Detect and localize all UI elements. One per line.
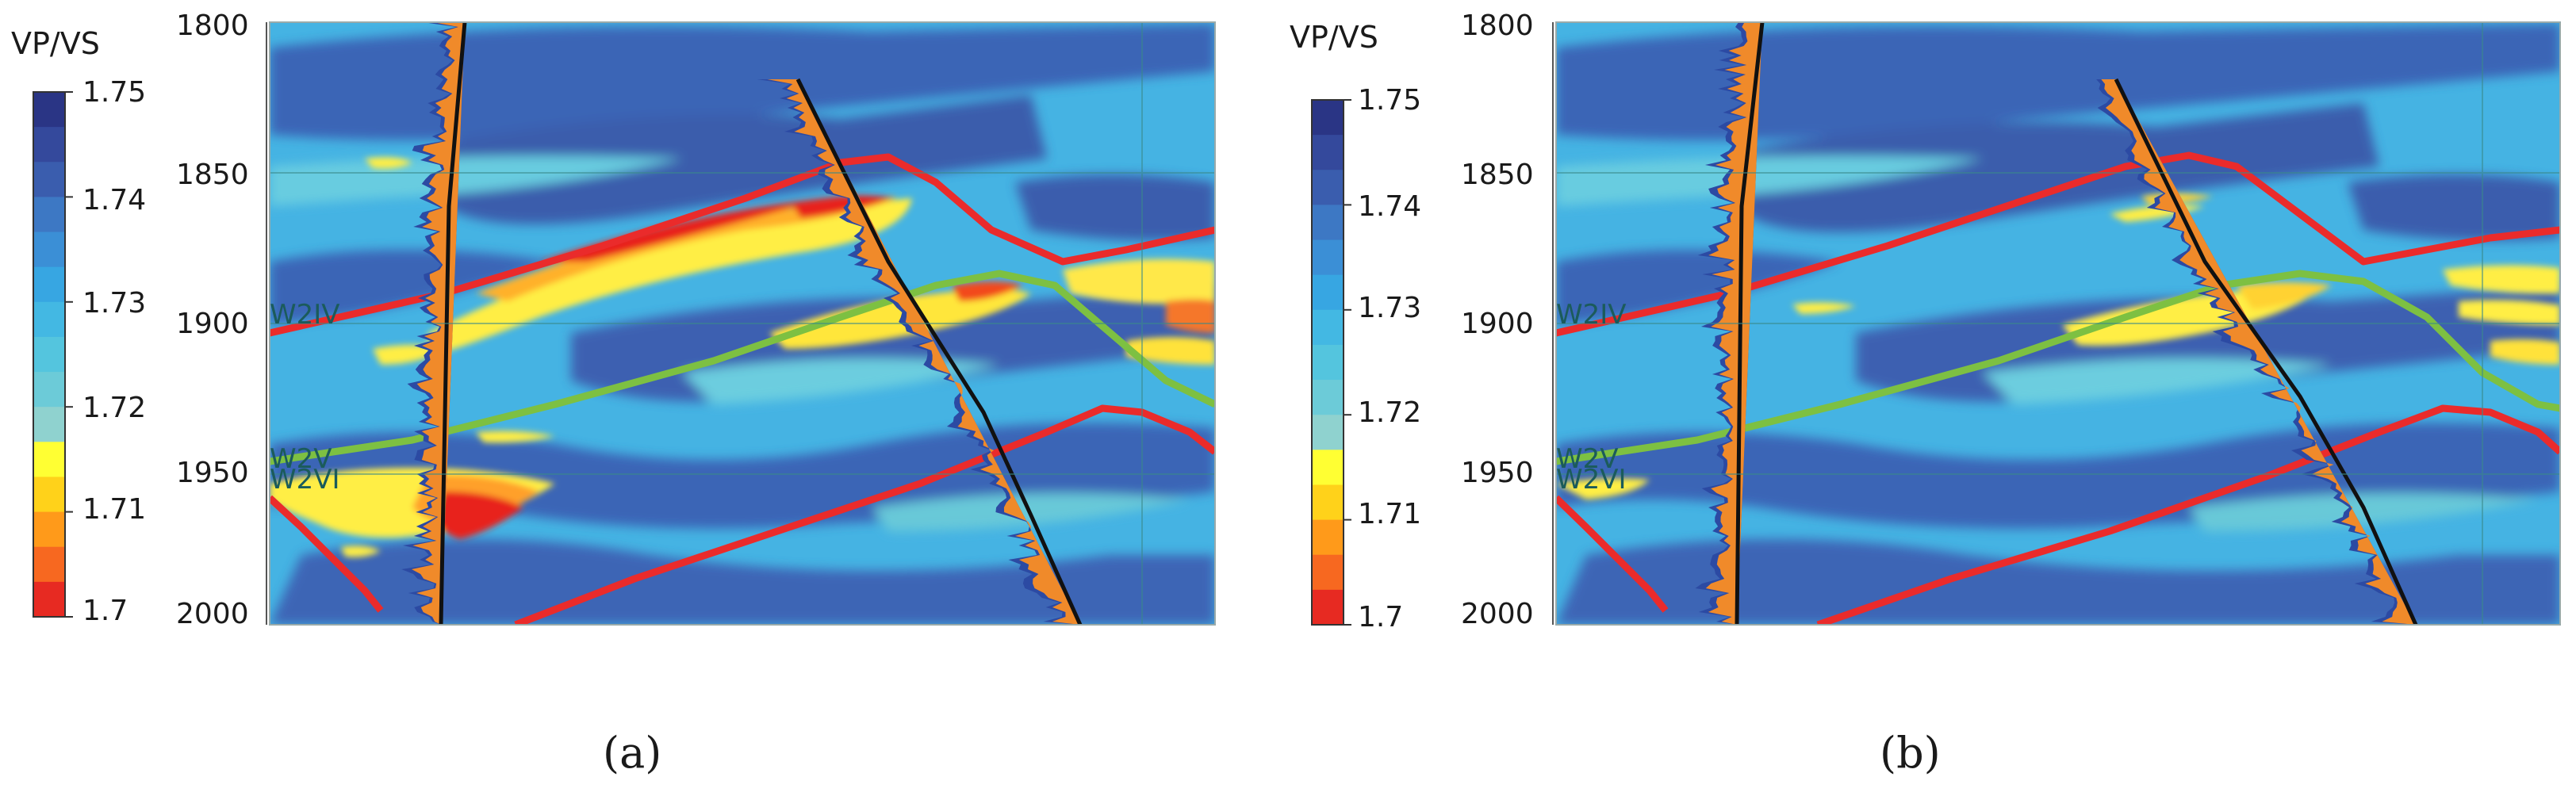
depth-axis: 1800 1850 1900 1950 2000 <box>176 10 249 630</box>
colorbar-tick: 1.75 <box>1358 84 1421 117</box>
colorbar-band <box>1312 100 1344 136</box>
seismic-section: W2IV W2V W2VI <box>1556 22 2560 625</box>
colorbar-band <box>33 232 65 268</box>
colorbar-band <box>1312 450 1344 485</box>
colorbar-band <box>33 301 65 338</box>
colorbar-band <box>33 476 65 513</box>
colorbar-band <box>33 511 65 548</box>
horizon-label: W2V <box>1556 443 1619 475</box>
colorbar-band <box>1312 274 1344 311</box>
colorbar-band <box>1312 484 1344 521</box>
colorbar-band <box>33 162 65 197</box>
colorbar-title: VP/VS <box>1290 20 1378 55</box>
seismic-section: W2IV W2V W2VI <box>270 22 1215 625</box>
panel-a: VP/VS 1.75 1.74 1.73 1.72 1.71 1.7 1800 … <box>11 10 1216 778</box>
panel-caption: (a) <box>603 728 661 778</box>
colorbar-tick: 1.73 <box>1358 292 1421 324</box>
colorbar-tick: 1.71 <box>1358 498 1421 530</box>
colorbar-band <box>1312 519 1344 556</box>
horizon-w2vi <box>1556 495 1669 613</box>
depth-axis: 1800 1850 1900 1950 2000 <box>1461 10 1534 630</box>
colorbar-band <box>33 197 65 233</box>
colorbar-band <box>33 266 65 303</box>
horizon-w2iv <box>270 153 1215 337</box>
well-log-fill <box>2101 79 2416 625</box>
depth-tick: 1900 <box>176 308 249 340</box>
well-trajectory <box>439 22 467 625</box>
depth-tick: 1800 <box>1461 10 1534 42</box>
colorbar-tick: 1.7 <box>1358 601 1403 633</box>
colorbar-band <box>1312 239 1344 276</box>
colorbar-band <box>1312 205 1344 241</box>
horizon-w2v <box>270 270 1215 465</box>
depth-tick: 1900 <box>1461 308 1534 340</box>
colorbar-band <box>1312 344 1344 381</box>
well-log-fill <box>767 79 1080 625</box>
colorbar-band <box>1312 380 1344 415</box>
depth-tick: 1850 <box>176 159 249 191</box>
well-trajectory <box>2114 78 2418 625</box>
colorbar-band <box>33 546 65 583</box>
colorbar-band <box>33 581 65 618</box>
colorbar-tick: 1.73 <box>82 287 146 320</box>
horizon-label: W2IV <box>270 299 340 331</box>
depth-tick: 2000 <box>1461 598 1534 630</box>
colorbar-band <box>33 336 65 373</box>
colorbar-tick: 1.72 <box>1358 396 1421 429</box>
depth-tick: 1800 <box>176 10 249 42</box>
colorbar-band <box>33 127 65 163</box>
well-trajectory <box>1735 22 1765 625</box>
colorbar-tick-labels: 1.75 1.74 1.73 1.72 1.71 1.7 <box>82 76 146 627</box>
colorbar-band <box>33 92 65 128</box>
horizon-w2vi <box>270 495 384 613</box>
depth-tick: 1950 <box>176 457 249 489</box>
horizon-label: W2IV <box>1556 299 1627 331</box>
colorbar <box>33 91 73 618</box>
depth-tick: 1950 <box>1461 457 1534 489</box>
colorbar-tick: 1.74 <box>1358 190 1421 223</box>
colorbar-band <box>33 442 65 477</box>
horizon-w2v <box>1556 270 2560 465</box>
colorbar-band <box>33 407 65 442</box>
colorbar-tick: 1.72 <box>82 392 146 424</box>
horizon-lower <box>514 404 1215 625</box>
colorbar-band <box>1312 135 1344 170</box>
horizon-lower <box>1816 404 2560 625</box>
depth-tick: 1850 <box>1461 159 1534 191</box>
horizon-label: W2V <box>270 443 332 475</box>
colorbar <box>1311 99 1351 626</box>
horizon-label: W2VI <box>1556 464 1627 496</box>
horizon-w2iv <box>1556 151 2560 337</box>
colorbar-band <box>1312 170 1344 205</box>
colorbar-band <box>33 372 65 408</box>
well-trajectory <box>795 78 1083 625</box>
colorbar-title: VP/VS <box>11 26 100 61</box>
colorbar-tick: 1.75 <box>82 76 146 109</box>
depth-tick: 2000 <box>176 598 249 630</box>
well-log-right <box>757 78 1083 625</box>
colorbar-band <box>1312 589 1344 626</box>
colorbar-tick: 1.74 <box>82 184 146 216</box>
colorbar-band <box>1312 554 1344 591</box>
colorbar-tick: 1.71 <box>82 493 146 526</box>
horizon-label: W2VI <box>270 464 340 496</box>
colorbar-tick: 1.7 <box>82 595 128 627</box>
panel-b: VP/VS 1.75 1.74 1.73 1.72 1.71 1.7 1800 … <box>1290 10 2561 778</box>
well-log-right <box>2096 78 2418 625</box>
panel-caption: (b) <box>1880 728 1941 778</box>
colorbar-band <box>1312 415 1344 450</box>
colorbar-band <box>1312 309 1344 346</box>
colorbar-tick-labels: 1.75 1.74 1.73 1.72 1.71 1.7 <box>1358 84 1421 633</box>
